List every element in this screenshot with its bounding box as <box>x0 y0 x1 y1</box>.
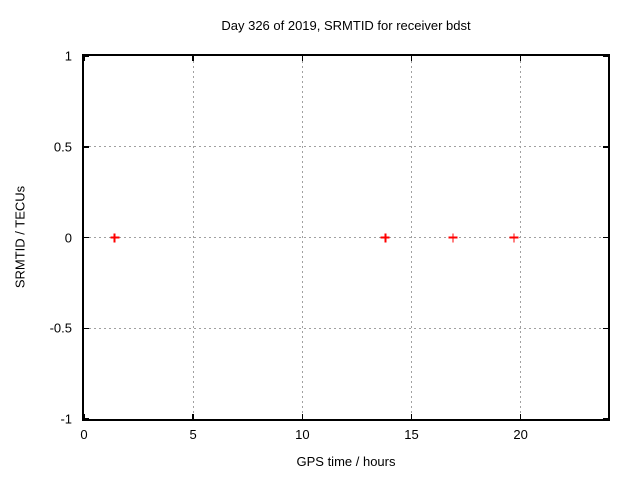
x-tick <box>83 414 85 419</box>
x-tick-label: 5 <box>189 427 197 442</box>
y-tick <box>84 327 89 329</box>
plot-area: 0 5 10 15 20 -1 -0.5 0 0.5 1 <box>50 49 610 442</box>
data-point-marker <box>448 233 458 242</box>
x-tick <box>192 56 194 61</box>
y-tick-label: -0.5 <box>49 320 72 336</box>
x-tick-label: 10 <box>295 427 310 442</box>
y-tick <box>84 55 89 57</box>
y-tick <box>84 236 89 239</box>
x-tick-label: 15 <box>404 427 419 442</box>
x-axis-label: GPS time / hours <box>296 454 396 469</box>
x-tick-label: 0 <box>80 427 88 442</box>
data-point-marker <box>110 233 120 242</box>
y-tick <box>84 146 89 148</box>
y-axis-label: SRMTID / TECUs <box>12 185 28 289</box>
y-tick <box>603 55 608 57</box>
y-tick-label: 0.5 <box>53 139 72 155</box>
y-tick <box>84 418 89 420</box>
gridline <box>84 327 608 329</box>
y-tick <box>603 236 608 239</box>
x-tick <box>519 56 522 61</box>
gridline <box>84 146 608 148</box>
x-tick-label: 20 <box>513 427 528 442</box>
chart-title: Day 326 of 2019, SRMTID for receiver bds… <box>221 18 471 33</box>
gridline <box>84 237 608 238</box>
x-tick <box>301 56 304 61</box>
x-tick <box>410 414 413 419</box>
x-tick <box>519 414 522 419</box>
y-tick <box>603 418 608 420</box>
y-tick-label: 0 <box>64 230 72 245</box>
y-tick <box>603 327 608 329</box>
x-tick <box>410 56 413 61</box>
y-tick-label: 1 <box>64 48 72 64</box>
data-point-marker <box>509 233 519 242</box>
y-tick <box>603 146 608 148</box>
data-point-marker <box>380 233 390 242</box>
y-tick-label: -1 <box>60 411 72 427</box>
x-tick <box>83 56 85 61</box>
x-tick <box>301 414 304 419</box>
x-tick <box>192 414 194 419</box>
